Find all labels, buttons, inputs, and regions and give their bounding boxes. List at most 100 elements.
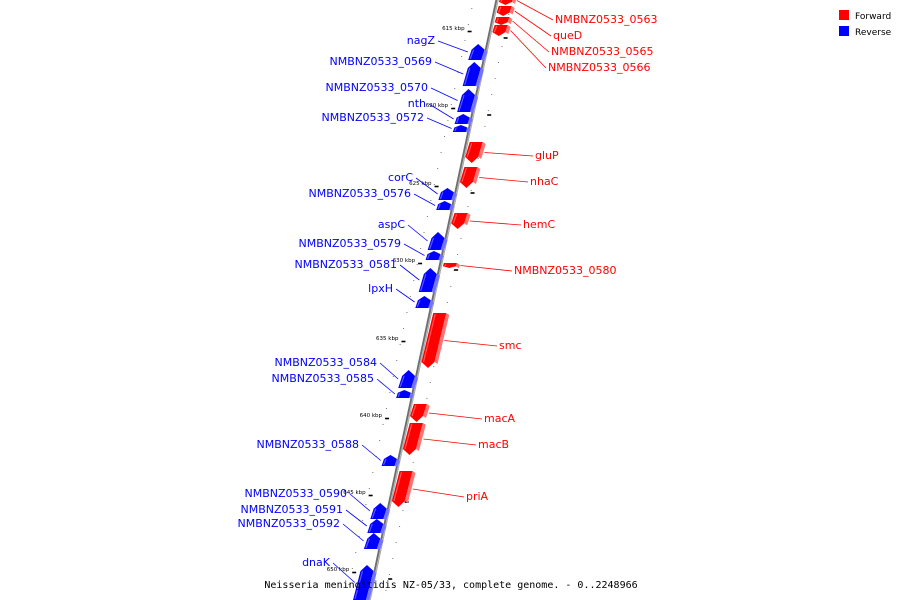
gene-side (383, 508, 390, 520)
gene-hemC[interactable]: hemC (451, 213, 555, 231)
gene-body[interactable] (402, 423, 423, 455)
gene-label[interactable]: aspC (378, 218, 405, 231)
gene-body[interactable] (465, 142, 483, 163)
gene-NMBNZ0533_0588[interactable]: NMBNZ0533_0588 (256, 438, 400, 467)
gene-body[interactable] (418, 268, 437, 292)
gene-body[interactable] (363, 533, 381, 549)
gene-label[interactable]: hemC (523, 218, 555, 231)
leader-line (332, 562, 356, 583)
gene-NMBNZ0533_0581[interactable]: NMBNZ0533_0581 (294, 258, 440, 293)
gene-NMBNZ0533_0592[interactable]: NMBNZ0533_0592 (237, 517, 384, 550)
gene-NMBNZ0533_0576[interactable]: NMBNZ0533_0576 (308, 187, 455, 211)
gene-nhaC[interactable]: nhaC (459, 167, 559, 188)
gene-label[interactable]: queD (553, 29, 582, 42)
gene-dnaK[interactable]: dnaK (302, 556, 377, 600)
legend: Forward Reverse (839, 10, 892, 38)
gene-NMBNZ0533_0565[interactable]: NMBNZ0533_0565 (494, 17, 654, 58)
gene-label[interactable]: NMBNZ0533_0592 (237, 517, 340, 530)
gene-side (415, 423, 426, 451)
gene-NMBNZ0533_0570[interactable]: NMBNZ0533_0570 (325, 81, 479, 113)
gene-label[interactable]: NMBNZ0533_0576 (308, 187, 411, 200)
gene-NMBNZ0533_0563[interactable]: NMBNZ0533_0563 (498, 0, 658, 26)
gene-NMBNZ0533_0572[interactable]: NMBNZ0533_0572 (321, 111, 471, 133)
gene-label[interactable]: corC (388, 171, 413, 184)
gene-macB[interactable]: macB (402, 423, 509, 455)
gene-highlight (461, 167, 467, 183)
gene-body[interactable] (454, 114, 470, 124)
gene-label[interactable]: nth (408, 97, 426, 110)
gene-body[interactable] (391, 471, 413, 507)
gene-label[interactable]: NMBNZ0533_0590 (244, 487, 347, 500)
gene-label[interactable]: nhaC (530, 175, 559, 188)
gene-label[interactable]: NMBNZ0533_0580 (514, 264, 617, 277)
gene-label[interactable]: NMBNZ0533_0565 (551, 45, 654, 58)
gene-highlight (454, 127, 457, 132)
gene-label[interactable]: NMBNZ0533_0569 (329, 55, 432, 68)
gene-macA[interactable]: macA (409, 404, 516, 425)
gene-body[interactable] (353, 565, 374, 600)
gene-label[interactable]: NMBNZ0533_0588 (256, 438, 359, 451)
gene-side (422, 404, 430, 418)
gene-lpxH[interactable]: lpxH (368, 282, 434, 309)
gene-NMBNZ0533_0569[interactable]: NMBNZ0533_0569 (329, 55, 484, 87)
gene-aspC[interactable]: aspC (378, 218, 448, 251)
gene-queD[interactable]: queD (496, 6, 583, 42)
gene-body[interactable] (427, 232, 445, 250)
gene-NMBNZ0533_0580[interactable]: NMBNZ0533_0580 (442, 263, 617, 277)
gene-body[interactable] (459, 167, 478, 188)
gene-body[interactable] (425, 251, 441, 260)
gene-label[interactable]: NMBNZ0533_0563 (555, 13, 658, 26)
gene-label[interactable]: dnaK (302, 556, 331, 569)
gene-label[interactable]: NMBNZ0533_0572 (321, 111, 424, 124)
gene-body[interactable] (452, 125, 468, 132)
gene-side (470, 95, 479, 113)
gene-label[interactable]: NMBNZ0533_0585 (271, 372, 374, 385)
gene-body[interactable] (398, 370, 416, 388)
gene-label[interactable]: smc (499, 339, 522, 352)
leader-line (444, 340, 498, 347)
gene-label[interactable]: macA (484, 412, 516, 425)
gene-NMBNZ0533_0591[interactable]: NMBNZ0533_0591 (240, 503, 387, 534)
gene-body[interactable] (370, 503, 387, 519)
gene-body[interactable] (438, 188, 454, 200)
gene-body[interactable] (498, 0, 514, 5)
gene-corC[interactable]: corC (388, 171, 457, 201)
gene-nagZ[interactable]: nagZ (407, 34, 488, 61)
gene-body[interactable] (462, 62, 481, 86)
gene-priA[interactable]: priA (391, 471, 489, 507)
gene-label[interactable]: macB (478, 438, 509, 451)
gene-NMBNZ0533_0566[interactable]: NMBNZ0533_0566 (492, 25, 651, 74)
gene-label[interactable]: NMBNZ0533_0591 (240, 503, 343, 516)
gene-body[interactable] (367, 519, 384, 533)
gene-label[interactable]: NMBNZ0533_0581 (294, 258, 397, 271)
gene-NMBNZ0533_0585[interactable]: NMBNZ0533_0585 (271, 372, 414, 399)
gene-body[interactable] (381, 455, 397, 466)
gene-highlight (365, 538, 370, 549)
gene-body[interactable] (396, 390, 411, 398)
gene-label[interactable]: priA (466, 490, 489, 503)
gene-NMBNZ0533_0584[interactable]: NMBNZ0533_0584 (274, 356, 419, 389)
gene-body[interactable] (457, 89, 476, 112)
gene-side (451, 192, 457, 201)
leader-line (399, 264, 420, 281)
gene-label[interactable]: NMBNZ0533_0570 (325, 81, 428, 94)
gene-smc[interactable]: smc (421, 313, 522, 368)
gene-body[interactable] (421, 313, 447, 368)
gene-body[interactable] (436, 201, 452, 210)
gene-NMBNZ0533_0590[interactable]: NMBNZ0533_0590 (244, 487, 390, 520)
gene-side (380, 523, 387, 534)
leader-line (376, 378, 396, 395)
gene-gluP[interactable]: gluP (465, 142, 559, 163)
gene-label[interactable]: nagZ (407, 34, 436, 47)
gene-NMBNZ0533_0579[interactable]: NMBNZ0533_0579 (298, 237, 444, 261)
gene-label[interactable]: gluP (535, 149, 559, 162)
gene-label[interactable]: NMBNZ0533_0566 (548, 61, 651, 74)
leader-line (379, 362, 399, 380)
gene-body[interactable] (468, 44, 485, 60)
gene-nth[interactable]: nth (408, 97, 473, 125)
gene-label[interactable]: lpxH (368, 282, 393, 295)
gene-label[interactable]: NMBNZ0533_0584 (274, 356, 377, 369)
gene-highlight (422, 313, 436, 363)
gene-body[interactable] (415, 296, 431, 308)
gene-label[interactable]: NMBNZ0533_0579 (298, 237, 401, 250)
